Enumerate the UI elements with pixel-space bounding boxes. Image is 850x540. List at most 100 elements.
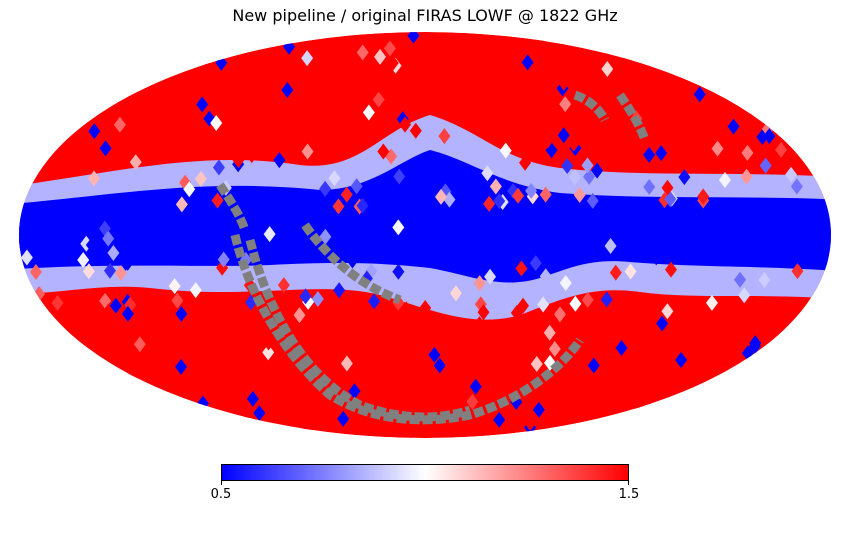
sky-pixel [262,344,275,361]
sky-pixel [601,61,614,78]
sky-pixel [462,206,475,223]
sky-pixel [543,324,556,341]
sky-pixel [492,337,505,354]
sky-pixel [675,352,688,369]
sky-pixel [121,254,134,271]
sky-pixel [263,226,276,243]
sky-pixel [568,169,581,186]
sky-pixel [368,314,381,331]
sky-pixel [476,108,489,125]
sky-pixel [643,146,656,163]
sky-pixel [175,358,188,375]
sky-pixel [275,45,288,62]
sky-pixel [107,244,120,261]
sky-pixel [469,378,482,395]
sky-pixel [621,138,634,155]
sky-pixel [705,324,718,341]
sky-pixel [454,369,467,386]
sky-pixel [433,357,446,374]
sky-pixel [643,178,656,195]
sky-pixel [661,303,674,320]
sky-pixel [519,154,532,171]
sky-pixel [652,299,665,316]
sky-pixel [484,268,497,285]
sky-pixel [183,181,196,198]
sky-pixel [664,360,677,377]
sky-pixel [243,142,256,159]
sky-pixel [718,171,731,188]
sky-pixel [435,188,448,205]
sky-pixel [207,340,220,357]
sky-pixel [466,393,479,410]
sky-pixel [545,394,558,411]
sky-pixel [383,40,396,57]
sky-pixel [114,330,127,347]
sky-pixel [262,334,275,351]
sky-pixel [483,195,496,212]
sky-pixel [741,144,754,161]
sky-pixel [319,228,332,245]
sky-pixel [346,252,359,269]
sky-pixel [567,135,580,152]
sky-pixel [139,245,152,262]
sky-pixel [473,316,486,333]
sky-pixel [406,306,419,323]
sky-pixel [164,87,177,104]
sky-pixel [630,383,643,400]
sky-pixel [178,96,191,113]
sky-pixel [556,398,569,415]
sky-pixel [575,366,588,383]
sky-pixel [395,349,408,366]
sky-pixel [586,192,599,209]
sky-pixel [158,97,171,114]
sky-pixel [525,182,538,199]
sky-pixel [726,231,739,248]
sky-pixel [212,159,225,176]
sky-pixel [573,186,586,203]
sky-pixel [763,201,776,218]
sky-pixel [195,220,208,237]
sky-pixel [88,123,101,140]
sky-pixel [219,238,232,255]
sky-pixel [454,91,467,108]
sky-pixel [677,141,690,158]
sky-pixel [343,106,356,123]
sky-pixel [599,379,612,396]
sky-pixel [171,292,184,309]
sky-pixel [493,411,506,428]
sky-pixel [392,263,405,280]
sky-pixel [99,140,112,157]
masked-stripe [245,238,472,422]
sky-pixel [273,152,286,169]
sky-pixel [82,124,95,141]
sky-pixel [129,154,142,171]
sky-pixel [657,103,670,120]
sky-pixel [333,338,346,355]
sky-pixel [211,192,224,209]
sky-pixel [455,335,468,352]
sky-pixel [254,384,267,401]
sky-pixel [219,319,232,336]
sky-pixel [661,120,674,137]
sky-pixel [745,230,758,247]
sky-pixel [102,230,115,247]
sky-pixel [669,201,682,218]
sky-pixel [211,208,224,225]
sky-pixel [85,236,98,253]
sky-pixel [328,170,341,187]
sky-pixel [423,210,436,227]
sky-pixel [121,305,134,322]
sky-pixel [314,211,327,228]
sky-pixel [337,410,350,427]
sky-pixel [228,129,241,146]
colorbar-tick-max [628,481,629,485]
sky-pixel [190,348,203,365]
sky-pixel [246,390,259,407]
sky-pixel [20,249,33,266]
sky-pixel [301,50,314,67]
sky-pixel [475,240,488,257]
sky-pixel [540,412,553,429]
sky-pixel [748,338,761,355]
colorbar-label-min: 0.5 [210,487,232,502]
sky-pixel [401,224,414,241]
